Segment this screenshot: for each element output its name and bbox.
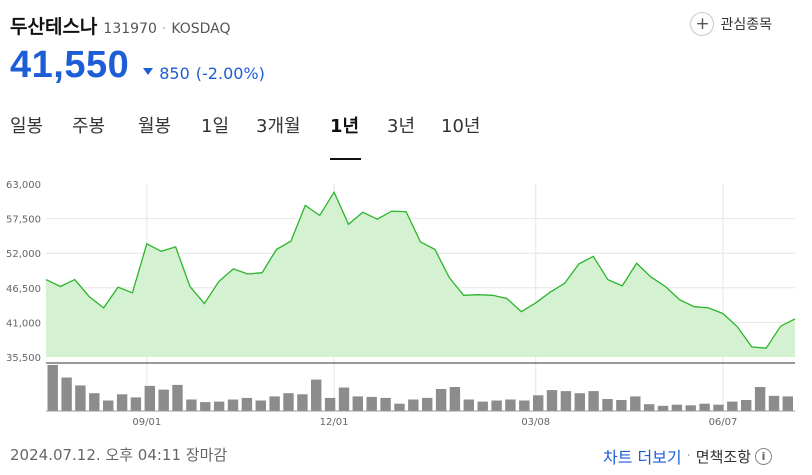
volume-bar [158,389,169,411]
volume-bar [546,390,558,411]
volume-bar [685,405,696,412]
info-icon[interactable]: i [755,447,772,465]
volume-bar [394,403,405,411]
volume-bar [311,379,322,411]
stock-code: 131970 [103,21,157,37]
disclaimer-link[interactable]: 면책조항 [695,447,751,466]
volume-bar [657,405,669,411]
y-tick-label: 52,000 [6,249,41,260]
volume-bar [144,385,155,411]
y-tick-label: 41,000 [6,318,41,329]
y-tick-label: 63,000 [6,180,41,191]
change-percent: (-2.00%) [195,64,265,83]
volume-bar [727,401,738,411]
volume-bar [116,394,128,411]
quote-row: 41,550 850 (-2.00%) [10,44,265,87]
x-tick-label: 06/07 [709,417,738,428]
volume-bar [186,399,197,411]
volume-bar [699,403,710,411]
volume-bar [768,395,780,411]
y-tick-label: 35,500 [6,353,41,364]
y-tick-label: 57,500 [6,215,41,226]
volume-bar [463,399,474,411]
tab-10year[interactable]: 10년 [441,116,481,137]
change-amount: 850 [159,64,190,83]
volume-bar [630,396,641,411]
price-chart[interactable]: 63,000 57,500 52,000 46,500 41,000 35,500 09/0… [0,168,812,440]
volume-bar [338,387,350,411]
current-price: 41,550 [10,44,130,86]
volume-bar [560,391,572,411]
tab-monthly[interactable]: 월봉 [138,116,172,137]
price-change: 850 (-2.00%) [143,64,265,83]
volume-bar [47,365,58,411]
volume-bar [130,397,142,411]
volume-bar [602,399,613,411]
volume-bar [352,396,363,411]
tab-daily[interactable]: 일봉 [10,116,44,137]
x-tick-label: 03/08 [521,417,550,428]
tab-1year[interactable]: 1년 [330,112,361,160]
separator-dot: · [686,448,691,464]
volume-bar [380,397,391,411]
volume-bar [449,387,461,411]
tab-3year[interactable]: 3년 [387,116,416,137]
x-tick-label: 09/01 [132,417,161,428]
volume-bar [227,399,239,411]
market-close-timestamp: 2024.07.12. 오후 04:11 장마감 [10,446,228,464]
down-arrow-icon [143,68,154,75]
volume-bar [491,400,502,411]
volume-bar [713,404,724,411]
period-tabs: 일봉 주봉 월봉 1일 3개월 1년 3년 10년 [0,112,812,160]
volume-bar [616,400,627,411]
market-name: KOSDAQ [171,21,231,37]
separator-dot: · [161,21,167,37]
volume-bar [103,400,114,411]
price-area-fill [46,192,795,357]
tab-weekly[interactable]: 주봉 [72,116,106,137]
volume-bar [435,389,447,411]
volume-bar [671,404,683,411]
add-watchlist-button[interactable]: + 관심종목 [690,12,772,36]
volume-bar [75,385,86,411]
x-tick-label: 12/01 [320,417,349,428]
price-line [45,190,796,349]
volume-bar [408,399,419,411]
stock-name: 두산테스나 [10,16,98,38]
volume-bar [422,397,433,411]
y-tick-label: 46,500 [6,284,41,295]
volume-bar [741,400,752,411]
volume-bar [61,377,72,411]
volume-bar [297,394,308,411]
volume-bar [505,399,516,411]
volume-bar [782,396,793,411]
footer-links: 차트 더보기 · 면책조항 i [603,444,772,468]
stock-header: 두산테스나 131970 · KOSDAQ [10,12,231,39]
volume-bar [477,401,488,411]
tab-1day[interactable]: 1일 [201,116,230,137]
volume-bar [283,393,294,411]
volume-bar [89,393,100,411]
volume-bar [533,395,544,411]
volume-bar [269,396,280,411]
volume-bar [200,402,211,411]
volume-bar [643,404,655,411]
plus-icon: + [690,12,715,36]
volume-bar [519,400,530,411]
watchlist-label: 관심종목 [720,17,772,33]
volume-bar [241,397,253,411]
volume-bar [172,384,183,411]
volume-bar [574,393,585,411]
tab-3month[interactable]: 3개월 [256,116,301,137]
volume-bar [588,391,599,411]
volume-bar [255,400,266,411]
volume-bar [213,401,225,411]
chart-more-link[interactable]: 차트 더보기 [602,448,682,467]
volume-bar [324,397,336,411]
volume-bar [754,387,766,411]
volume-bar [366,396,377,411]
